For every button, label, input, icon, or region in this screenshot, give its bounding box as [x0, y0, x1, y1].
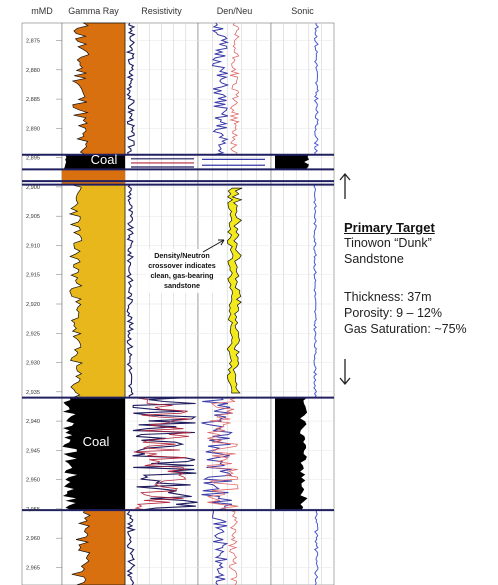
panel-title: Primary Target [344, 220, 435, 235]
track-header-0: mMD [31, 6, 53, 16]
resistivity-deep-curve [126, 184, 135, 398]
track-headers: mMD Gamma Ray Resistivity Den/Neu Sonic [31, 6, 314, 16]
depth-tick-label: 2,915 [26, 273, 40, 279]
gamma-ray-fill [68, 184, 126, 399]
arrow-up-icon [339, 172, 351, 199]
sonic-coal-fill [275, 397, 308, 511]
neutron-curve [227, 509, 239, 585]
depth-tick-label: 2,955 [26, 507, 40, 513]
formation-name-line2: Sandstone [344, 252, 404, 266]
target-summary-panel: Primary Target Tinowon “Dunk” Sandstone … [344, 220, 498, 337]
crossover-arrow [202, 239, 225, 253]
resistivity-deep-curve [132, 397, 198, 511]
gamma-ray-fill [62, 169, 125, 185]
track-frame-0 [21, 22, 63, 585]
crossover-arrow-head [218, 239, 225, 246]
crossover-text-2: crossover indicates [148, 261, 216, 270]
resistivity-deep-curve [126, 510, 137, 585]
depth-tick-label: 2,960 [26, 536, 40, 542]
depth-tick-label: 2,905 [26, 214, 40, 220]
crossover-fill [226, 187, 243, 394]
log-annotations: Coal Coal Density/Neutron crossover indi… [83, 152, 225, 449]
log-fills [62, 22, 309, 585]
sonic-curve [313, 509, 319, 585]
crossover-text-1: Density/Neutron [154, 251, 210, 260]
depth-tick-label: 2,965 [26, 565, 40, 571]
depth-tick-label: 2,890 [26, 126, 40, 132]
depth-tick-label: 2,940 [26, 419, 40, 425]
formation-name-line1: Tinowon “Dunk” [344, 236, 432, 250]
depth-tick-label: 2,930 [26, 361, 40, 367]
neutron-curve [206, 397, 239, 511]
sonic-coal-fill [275, 154, 309, 170]
depth-tick-label: 2,920 [26, 302, 40, 308]
depth-tick-label: 2,895 [26, 156, 40, 162]
coal-fill [62, 397, 125, 511]
sonic-curve [313, 184, 318, 398]
coal-label-upper: Coal [91, 152, 118, 167]
porosity-value: Porosity: 9 – 12% [344, 306, 442, 320]
depth-tick-label: 2,910 [26, 243, 40, 249]
crossover-text-4: sandstone [164, 281, 200, 290]
density-curve [212, 510, 229, 585]
crossover-text-3: clean, gas-bearing [150, 271, 213, 280]
track-header-4: Sonic [291, 6, 314, 16]
density-curve [211, 22, 230, 156]
density-curve [201, 397, 233, 511]
gamma-ray-fill [71, 509, 126, 585]
sonic-curve [313, 23, 320, 155]
depth-tick-label: 2,945 [26, 448, 40, 454]
resistivity-shallow-curve [133, 397, 191, 511]
depth-tick-label: 2,950 [26, 478, 40, 484]
coal-fill [63, 154, 125, 170]
track-header-1: Gamma Ray [68, 6, 119, 16]
neutron-curve [229, 22, 240, 155]
depth-tick-label: 2,935 [26, 390, 40, 396]
depth-tick-label: 2,925 [26, 331, 40, 337]
crossover-annotation: Density/Neutron crossover indicates clea… [146, 249, 218, 293]
track-header-2: Resistivity [141, 6, 182, 16]
gas-saturation-value: Gas Saturation: ~75% [344, 322, 467, 336]
arrow-down-icon [339, 359, 351, 386]
resistivity-deep-curve [125, 22, 136, 155]
track-header-3: Den/Neu [217, 6, 253, 16]
gamma-ray-fill [71, 22, 126, 156]
thickness-value: Thickness: 37m [344, 290, 432, 304]
horizon-lines [22, 153, 334, 512]
depth-tick-labels: 2,875 2,880 2,885 2,890 2,895 2,900 2,905 2,910… [26, 39, 62, 571]
depth-tick-label: 2,880 [26, 68, 40, 74]
depth-tick-label: 2,900 [26, 185, 40, 191]
depth-tick-label: 2,885 [26, 97, 40, 103]
depth-tick-label: 2,875 [26, 39, 40, 45]
coal-label-lower: Coal [83, 434, 110, 449]
log-curves [125, 22, 320, 585]
